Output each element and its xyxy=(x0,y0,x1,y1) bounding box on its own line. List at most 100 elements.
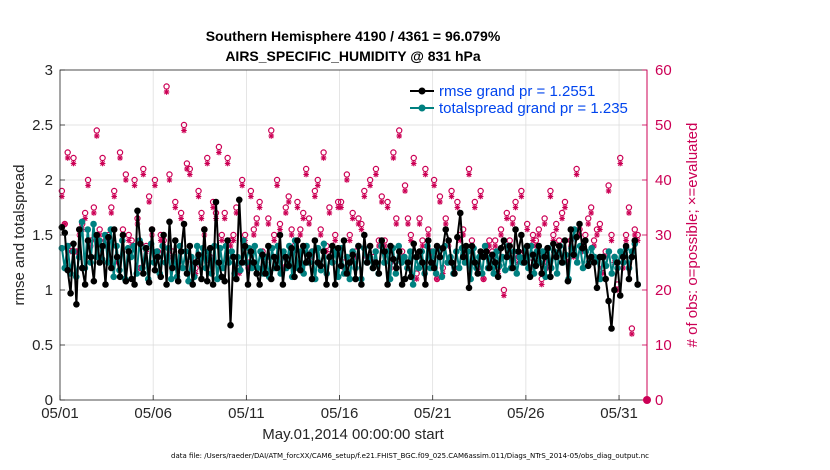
obs-possible-point xyxy=(625,204,633,211)
rmse-point xyxy=(424,237,432,244)
rmse-point xyxy=(244,281,252,288)
obs-evaluated-point xyxy=(562,204,568,211)
rmse-point xyxy=(323,281,330,288)
rmse-point xyxy=(189,281,197,288)
rmse-point xyxy=(407,273,415,281)
rmse-point xyxy=(552,253,560,261)
obs-possible-point xyxy=(465,165,473,173)
obs-evaluated-stroke xyxy=(289,232,295,238)
rmse-point xyxy=(262,270,269,277)
obs-evaluated-stroke xyxy=(626,210,632,216)
obs-evaluated-stroke xyxy=(542,221,548,227)
rmse-point xyxy=(401,275,409,283)
obs-possible-point xyxy=(122,171,130,178)
totalspread-point xyxy=(58,244,66,252)
obs-evaluated-point xyxy=(140,171,147,178)
rmse-point xyxy=(384,281,391,288)
rmse-point xyxy=(369,264,377,272)
obs-evaluated-stroke xyxy=(152,183,158,188)
y-axis-label: rmse and totalspread xyxy=(11,165,28,306)
rmse-point xyxy=(241,242,249,250)
rmse-point xyxy=(250,259,258,266)
rmse-point xyxy=(442,226,450,233)
obs-evaluated-stroke xyxy=(632,232,638,238)
obs-possible-point xyxy=(273,176,281,184)
obs-evaluated-point xyxy=(285,199,292,205)
rmse-point xyxy=(90,277,98,285)
rmse-point xyxy=(279,281,287,288)
rmse-point xyxy=(558,259,566,266)
totalspread-point xyxy=(539,248,546,255)
obs-possible-point xyxy=(302,165,310,173)
totalspread-point xyxy=(395,242,403,250)
obs-evaluated-stroke xyxy=(265,221,271,227)
obs-evaluated-point xyxy=(358,226,365,233)
rmse-point xyxy=(291,273,298,281)
rmse-point xyxy=(256,281,263,288)
obs-evaluated-stroke xyxy=(184,166,190,172)
rmse-point xyxy=(619,253,627,261)
rmse-point xyxy=(587,253,595,261)
obs-evaluated-point xyxy=(131,182,138,189)
obs-evaluated-stroke xyxy=(108,210,114,216)
obs-possible-point xyxy=(535,226,543,233)
rmse-point xyxy=(122,277,130,285)
obs-evaluated-stroke xyxy=(547,194,553,199)
rmse-point xyxy=(518,231,525,239)
obs-evaluated-stroke xyxy=(332,238,338,243)
rmse-point xyxy=(169,264,176,272)
obs-evaluated-stroke xyxy=(297,232,303,238)
obs-possible-point xyxy=(230,231,237,239)
obs-possible-point xyxy=(288,226,295,233)
obs-possible-point xyxy=(241,231,249,239)
totalspread-point xyxy=(179,264,187,272)
obs-evaluated-stroke xyxy=(597,227,603,232)
obs-possible-point xyxy=(573,165,580,173)
obs-evaluated-stroke xyxy=(254,221,260,227)
rmse-point xyxy=(491,259,499,266)
rmse-point xyxy=(448,259,455,266)
obs-evaluated-stroke xyxy=(609,238,614,243)
rmse-point xyxy=(541,253,548,261)
rmse-point xyxy=(494,273,502,281)
obs-evaluated-point xyxy=(152,182,158,189)
rmse-point xyxy=(160,231,167,239)
obs-possible-point xyxy=(218,231,226,239)
obs-evaluated-point xyxy=(597,226,603,233)
rmse-point xyxy=(526,273,534,281)
data-file-footnote: data file: /Users/raeder/DAI/ATM_forcXX/… xyxy=(171,452,649,460)
obs-evaluated-point xyxy=(396,133,403,139)
obs-possible-point xyxy=(250,226,258,233)
obs-evaluated-point xyxy=(608,237,615,244)
legend-rmse-marker xyxy=(418,87,426,95)
rmse-point xyxy=(113,253,121,261)
obs-evaluated-stroke xyxy=(286,199,292,205)
rmse-point xyxy=(599,253,607,261)
obs-evaluated-point xyxy=(422,171,429,178)
obs-evaluated-point xyxy=(239,182,245,189)
obs-evaluated-point xyxy=(253,221,260,227)
obs-possible-point xyxy=(326,204,333,211)
rmse-point xyxy=(532,262,540,270)
obs-evaluated-stroke xyxy=(443,221,449,227)
obs-evaluated-point xyxy=(256,204,263,211)
rmse-point xyxy=(614,259,621,266)
rmse-point xyxy=(334,244,342,252)
obs-possible-point xyxy=(99,154,106,162)
rmse-point xyxy=(267,275,275,283)
rmse-point xyxy=(416,248,423,255)
obs-evaluated-point xyxy=(477,193,484,200)
rmse-point xyxy=(93,231,101,239)
rmse-point xyxy=(247,248,255,255)
rmse-point xyxy=(631,237,639,244)
rmse-point xyxy=(273,264,281,272)
obs-evaluated-stroke xyxy=(373,172,379,177)
totalspread-point xyxy=(237,266,244,274)
obs-possible-point xyxy=(416,215,423,222)
obs-evaluated-stroke xyxy=(417,221,423,227)
rmse-point xyxy=(96,259,103,266)
obs-evaluated-stroke xyxy=(172,205,178,210)
obs-evaluated-point xyxy=(405,221,411,227)
rmse-point xyxy=(393,264,400,272)
